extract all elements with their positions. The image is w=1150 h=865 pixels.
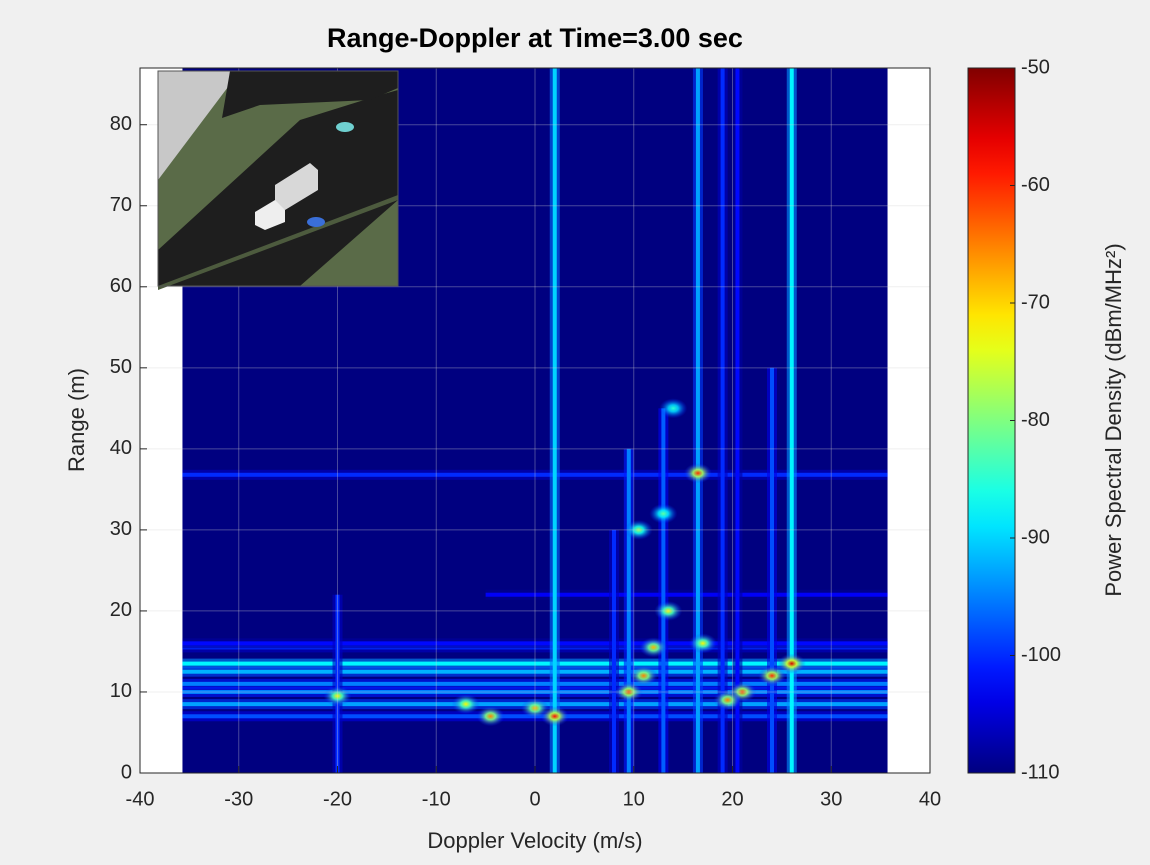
peak — [451, 694, 480, 715]
doppler-line — [335, 594, 340, 773]
range-band — [182, 472, 888, 477]
doppler-line — [612, 529, 616, 773]
peak — [476, 706, 505, 727]
colorbar-tick-label: -50 — [1021, 56, 1050, 78]
peak — [649, 503, 678, 524]
inset-car — [307, 217, 325, 227]
peak — [521, 698, 549, 719]
colorbar-tick-label: -110 — [1021, 761, 1060, 783]
x-tick-label: -30 — [224, 788, 253, 810]
doppler-line — [695, 68, 700, 773]
x-axis-label: Doppler Velocity (m/s) — [427, 828, 642, 853]
x-tick-label: -10 — [422, 788, 451, 810]
colorbar-tick-label: -80 — [1021, 409, 1050, 431]
inset-truck — [275, 163, 318, 210]
doppler-line — [735, 68, 740, 773]
colorbar-tick-label: -90 — [1021, 526, 1050, 548]
scene-inset — [157, 70, 399, 290]
y-tick-label: 60 — [110, 275, 132, 297]
range-band — [182, 661, 888, 666]
peak — [624, 519, 653, 540]
chart-title: Range-Doppler at Time=3.00 sec — [327, 23, 743, 53]
colorbar-tick-label: -100 — [1021, 644, 1061, 666]
y-tick-label: 50 — [110, 356, 132, 378]
y-tick-label: 80 — [110, 113, 132, 135]
x-tick-label: 10 — [623, 788, 645, 810]
colorbar-tick-label: -60 — [1021, 174, 1050, 196]
peak — [654, 600, 683, 621]
x-tick-label: -40 — [126, 788, 155, 810]
y-tick-label: 30 — [110, 518, 132, 540]
doppler-line — [770, 367, 774, 773]
x-tick-label: 30 — [820, 788, 842, 810]
peak — [683, 463, 712, 484]
doppler-line — [626, 448, 631, 773]
doppler-line — [552, 68, 557, 773]
y-axis-label: Range (m) — [64, 368, 89, 472]
y-tick-label: 20 — [110, 599, 132, 621]
range-band — [182, 681, 888, 686]
x-tick-label: 0 — [529, 788, 540, 810]
doppler-line — [789, 68, 794, 773]
doppler-line — [720, 68, 725, 773]
x-tick-label: 20 — [721, 788, 743, 810]
inset-curb — [158, 195, 398, 290]
peak — [659, 398, 688, 419]
peak — [758, 665, 786, 686]
peak — [629, 665, 658, 686]
range-band — [485, 592, 888, 597]
range-band — [182, 689, 888, 694]
colorbar — [967, 67, 1016, 774]
peak — [713, 690, 742, 711]
doppler-line — [661, 408, 666, 773]
peak — [688, 633, 717, 654]
peak — [639, 637, 668, 658]
inset-border — [157, 70, 399, 287]
range-band — [182, 669, 888, 674]
peak — [323, 686, 352, 707]
inset-car — [336, 122, 354, 132]
y-tick-label: 70 — [110, 194, 132, 216]
peak — [614, 681, 643, 702]
inset-truck-cab — [255, 200, 285, 230]
inset-road — [222, 71, 398, 118]
x-tick-label: 40 — [919, 788, 941, 810]
y-tick-label: 0 — [121, 761, 132, 783]
range-band — [182, 641, 888, 646]
y-tick-label: 40 — [110, 437, 132, 459]
x-tick-label: -20 — [323, 788, 352, 810]
peak — [777, 653, 806, 674]
colorbar-tick-label: -70 — [1021, 291, 1050, 313]
colorbar-label: Power Spectral Density (dBm/MHz²) — [1101, 243, 1126, 596]
y-tick-label: 10 — [110, 680, 132, 702]
